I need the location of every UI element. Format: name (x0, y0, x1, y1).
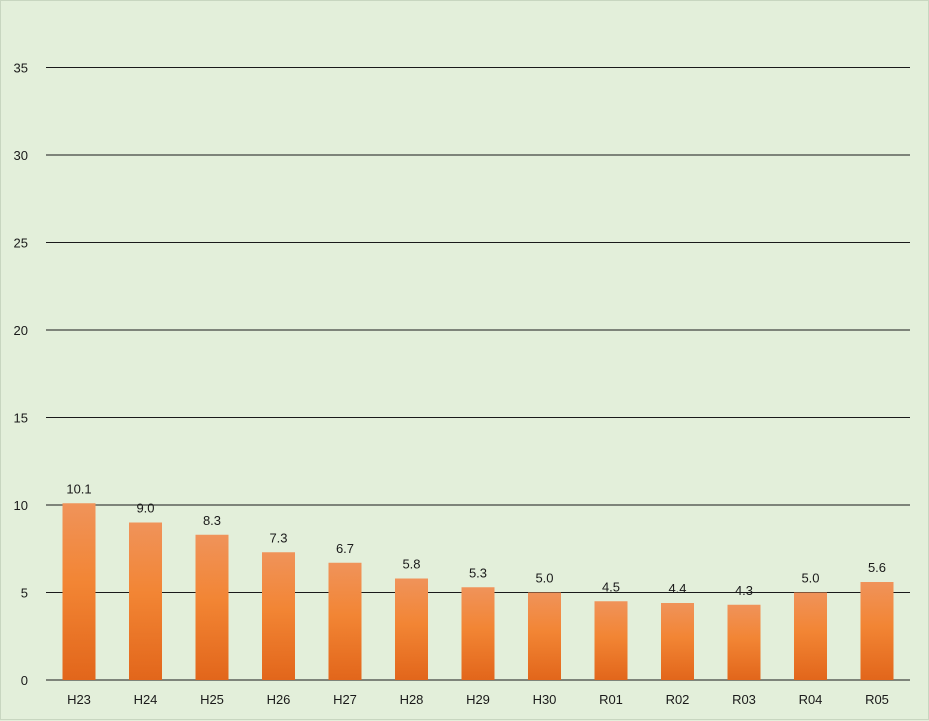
bar-R04 (794, 592, 827, 680)
x-tick-label-H27: H27 (333, 692, 357, 707)
data-label-H24: 9.0 (136, 501, 154, 516)
y-tick-label: 35 (14, 61, 28, 76)
x-tick-label-H26: H26 (267, 692, 291, 707)
y-tick-label: 20 (14, 323, 28, 338)
x-tick-label-R02: R02 (666, 692, 690, 707)
data-label-H23: 10.1 (66, 481, 91, 496)
data-label-R01: 4.5 (602, 579, 620, 594)
x-axis-tick-labels: H23 H24 H25 H26 H27 H28 H29 H30 R01 R02 R03 R04 R05 (67, 692, 889, 707)
bar-H27 (328, 562, 362, 680)
bar-H30 (528, 592, 561, 680)
data-label-H26: 7.3 (269, 530, 287, 545)
data-label-H29: 5.3 (469, 565, 487, 580)
bar-H26 (262, 552, 295, 680)
bar-H25 (195, 534, 229, 680)
bar-R05 (860, 582, 894, 680)
bar-R02 (661, 603, 694, 680)
bar-R01 (594, 601, 628, 680)
bar-H29 (461, 587, 495, 680)
data-labels: 10.1 9.0 8.3 7.3 6.7 5.8 5.3 5.0 4.5 4.4 4.3 5.0 5.6 (66, 481, 886, 598)
y-axis-tick-labels: 0 5 10 15 20 25 30 35 (14, 61, 28, 689)
data-label-H30: 5.0 (535, 571, 553, 586)
y-tick-label: 0 (21, 673, 28, 688)
data-label-H27: 6.7 (336, 541, 354, 556)
y-tick-label: 15 (14, 411, 28, 426)
y-tick-label: 25 (14, 236, 28, 251)
data-label-H28: 5.8 (402, 557, 420, 572)
x-tick-label-H29: H29 (466, 692, 490, 707)
gridlines (46, 67, 910, 681)
data-label-H25: 8.3 (203, 513, 221, 528)
x-tick-label-H23: H23 (67, 692, 91, 707)
x-tick-label-R05: R05 (865, 692, 889, 707)
data-label-R03: 4.3 (735, 583, 753, 598)
bar-H28 (395, 578, 428, 680)
y-tick-label: 10 (14, 498, 28, 513)
bar-H23 (62, 503, 96, 680)
y-tick-label: 5 (21, 586, 28, 601)
data-label-R02: 4.4 (668, 581, 686, 596)
bar-H24 (129, 522, 162, 680)
x-tick-label-R03: R03 (732, 692, 756, 707)
data-label-R04: 5.0 (801, 571, 819, 586)
x-tick-label-H25: H25 (200, 692, 224, 707)
x-tick-label-R01: R01 (599, 692, 623, 707)
x-tick-label-H30: H30 (533, 692, 557, 707)
data-label-R05: 5.6 (868, 560, 886, 575)
x-tick-label-R04: R04 (799, 692, 823, 707)
bar-R03 (727, 604, 761, 680)
y-tick-label: 30 (14, 148, 28, 163)
x-tick-label-H24: H24 (134, 692, 158, 707)
bars (62, 503, 894, 680)
x-tick-label-H28: H28 (400, 692, 424, 707)
